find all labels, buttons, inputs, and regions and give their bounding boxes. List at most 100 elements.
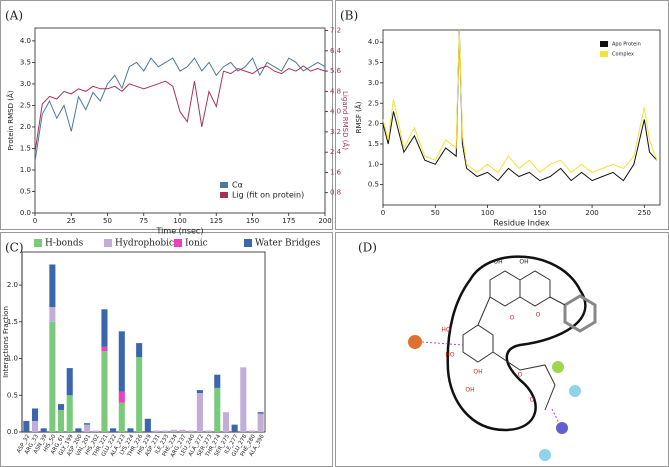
y2-tick-label: 1.6 (330, 168, 342, 176)
bar-segment (31, 420, 39, 432)
legend-label: Ionic (185, 239, 208, 249)
legend-swatch (104, 239, 112, 247)
bar-segment (58, 404, 65, 410)
legend-label: Water Bridges (255, 239, 321, 249)
panel-label: (C) (5, 241, 24, 255)
legend-label: Cα (232, 181, 243, 190)
legend-swatch (244, 239, 252, 247)
series-line (382, 29, 658, 182)
bar-segment (84, 424, 91, 432)
legend-label: Complex (612, 52, 634, 58)
bar-segment (136, 357, 143, 432)
y-tick-label: 1.5 (20, 144, 31, 152)
y2-tick-label: 4.8 (330, 87, 341, 95)
legend-swatch (174, 239, 182, 247)
molecule-diagram (408, 255, 597, 461)
x-tick-label: 150 (533, 209, 546, 217)
bar-segment (153, 430, 160, 432)
x-tick-label: 175 (282, 217, 295, 225)
panel-d (335, 232, 669, 467)
bar-segment (66, 368, 73, 396)
series-line (34, 65, 326, 153)
bar-segment (222, 412, 229, 432)
y-tick-label: 1.0 (368, 160, 379, 168)
y-tick-label: 1.5 (368, 140, 379, 148)
y2-axis-title: Ligand RMSD (Å) (341, 91, 350, 150)
bar-segment (162, 430, 169, 432)
bar-segment (49, 321, 56, 432)
legend-swatch (220, 182, 228, 188)
bar-segment (118, 331, 125, 392)
panel-label: (A) (5, 9, 23, 23)
bar-segment (31, 408, 39, 421)
bar-segment (58, 409, 65, 432)
x-tick-label: 75 (139, 217, 148, 225)
bar-segment (170, 429, 177, 432)
atom-label: HO (441, 327, 451, 334)
bar-segment (127, 428, 134, 432)
x-axis-title: Residue Index (493, 219, 549, 228)
x-tick-label: 200 (585, 209, 598, 217)
y-tick-label: 3.5 (20, 58, 31, 66)
atom-label: OH (519, 259, 528, 266)
y2-tick-label: 3.2 (330, 128, 341, 136)
atom-label: HO (445, 352, 455, 359)
x-tick-label: 50 (431, 209, 440, 217)
legend-label: Apo Protein (612, 42, 641, 48)
x-tick-label: 100 (481, 209, 494, 217)
x-tick-label: 25 (67, 217, 76, 225)
bar-segment (240, 367, 247, 432)
y-tick-label: 2.5 (368, 99, 379, 107)
bar-segment (205, 430, 212, 432)
y-tick-label: 4.0 (20, 37, 31, 45)
bar-segment (75, 428, 82, 432)
bar-segment (196, 393, 203, 432)
x-tick-label: 250 (638, 209, 651, 217)
y-tick-label: 4.0 (368, 38, 379, 46)
bar-segment (196, 390, 203, 394)
bar-segment (144, 418, 151, 432)
plot-frame (382, 29, 661, 206)
bar-segment (179, 429, 186, 432)
panel-b (335, 0, 669, 230)
y-tick-label: 1.0 (20, 166, 31, 174)
legend-swatch (34, 239, 42, 247)
bar-segment (49, 264, 56, 308)
atom-label: O (510, 315, 515, 322)
y2-tick-label: 6.4 (330, 47, 342, 55)
y2-tick-label: 2.4 (330, 148, 342, 156)
y-tick-label: 3.0 (368, 79, 379, 87)
bar-segment (40, 428, 47, 432)
bar-segment (101, 346, 108, 352)
x-tick-label: 0 (381, 209, 385, 217)
series-line (382, 29, 658, 174)
y-axis-title: Protein RMSD (Å) (6, 90, 15, 150)
bar-segment (188, 430, 195, 432)
x-axis-title: Time (nsec) (156, 227, 204, 236)
y2-tick-label: 5.6 (330, 67, 342, 75)
y-tick-label: 2.0 (368, 120, 379, 128)
atom-label: OH (473, 369, 482, 376)
atom-label: O (536, 312, 541, 319)
bar-segment (84, 423, 91, 425)
bar-segment (49, 307, 56, 322)
y-tick-label: 3.0 (20, 80, 31, 88)
x-tick-label: 125 (210, 217, 223, 225)
bar-segment (66, 395, 73, 432)
panel-label: (B) (340, 9, 358, 23)
y-axis-title: RMSF (Å) (354, 101, 363, 133)
y-tick-label: 0.0 (20, 209, 31, 217)
atom-label: OH (465, 387, 474, 394)
y-tick-label: 1.5 (7, 318, 18, 326)
bar-segment (257, 412, 264, 414)
bar-segment (257, 413, 264, 432)
legend-label: Lig (fit on protein) (232, 191, 304, 200)
y-tick-label: 2.0 (7, 281, 18, 289)
y2-tick-label: 0.8 (330, 189, 341, 197)
legend-swatch (600, 51, 608, 57)
bar-segment (101, 309, 108, 347)
legend-swatch (600, 41, 608, 47)
y-tick-label: 0.0 (7, 428, 18, 436)
x-tick-label: 150 (246, 217, 259, 225)
series-line (34, 57, 326, 162)
